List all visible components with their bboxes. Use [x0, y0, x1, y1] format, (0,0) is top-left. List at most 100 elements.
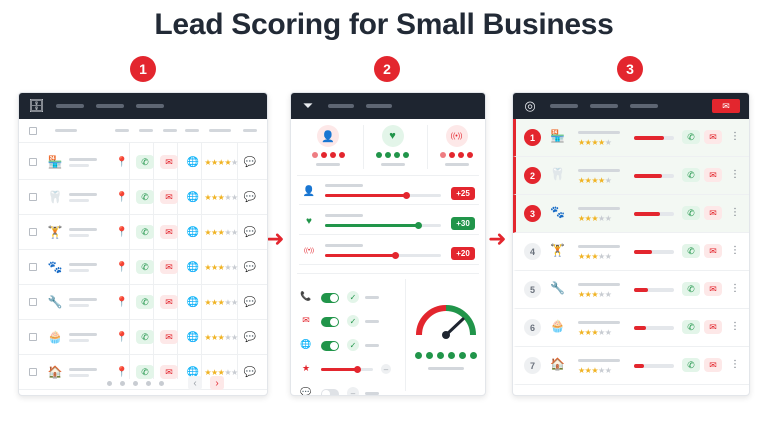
- globe-icon[interactable]: 🌐: [186, 156, 200, 168]
- ranked-lead-row[interactable]: 7 🏠 ★★★★★ ✆ ✉ ⋮: [513, 347, 749, 385]
- comment-icon[interactable]: 💬: [243, 226, 257, 238]
- email-button[interactable]: ✉: [704, 168, 722, 182]
- email-button[interactable]: ✉: [704, 130, 722, 144]
- phone-button[interactable]: ✆: [135, 285, 155, 319]
- table-row[interactable]: 🔧 📍 ✆ ✉ 🌐 ★★★★★ 💬: [19, 285, 267, 320]
- ranked-lead-row[interactable]: 1 🏪 ★★★★★ ✆ ✉ ⋮: [513, 119, 749, 157]
- page-dot[interactable]: [120, 380, 125, 386]
- weight-slider[interactable]: [325, 192, 441, 199]
- phone-button[interactable]: ✆: [682, 282, 700, 296]
- location-pin-icon[interactable]: 📍: [115, 296, 129, 308]
- email-button[interactable]: ✉: [159, 180, 179, 214]
- more-options-icon[interactable]: ⋮: [730, 207, 740, 218]
- more-options-icon[interactable]: ⋮: [730, 245, 740, 256]
- row-checkbox[interactable]: [27, 250, 39, 284]
- page-dot[interactable]: [159, 380, 164, 386]
- page-dot[interactable]: [146, 380, 151, 386]
- prev-page-button[interactable]: ‹: [188, 376, 202, 390]
- phone-button[interactable]: ✆: [135, 320, 155, 354]
- row-checkbox[interactable]: [27, 145, 39, 179]
- more-options-icon[interactable]: ⋮: [730, 359, 740, 370]
- comment-icon[interactable]: 💬: [243, 191, 257, 203]
- phone-button[interactable]: ✆: [135, 180, 155, 214]
- phone-button[interactable]: ✆: [682, 244, 700, 258]
- table-row[interactable]: 🏠 📍 ✆ ✉ 🌐 ★★★★★ 💬: [19, 355, 267, 390]
- weight-slider[interactable]: [321, 366, 373, 373]
- row-checkbox[interactable]: [27, 320, 39, 354]
- table-row[interactable]: 🐾 📍 ✆ ✉ 🌐 ★★★★★ 💬: [19, 250, 267, 285]
- email-button[interactable]: ✉: [704, 206, 722, 220]
- location-pin-icon[interactable]: 📍: [115, 156, 129, 168]
- comment-icon[interactable]: 💬: [243, 156, 257, 168]
- ranked-lead-row[interactable]: 2 🦷 ★★★★★ ✆ ✉ ⋮: [513, 157, 749, 195]
- comment-icon[interactable]: 💬: [243, 296, 257, 308]
- location-pin-icon[interactable]: 📍: [115, 366, 129, 378]
- location-pin-icon[interactable]: 📍: [115, 226, 129, 238]
- comment-icon[interactable]: 💬: [243, 331, 257, 343]
- email-button[interactable]: ✉: [159, 355, 179, 389]
- channel-toggle[interactable]: [321, 293, 339, 303]
- email-button[interactable]: ✉: [159, 250, 179, 284]
- ranked-lead-row[interactable]: 3 🐾 ★★★★★ ✆ ✉ ⋮: [513, 195, 749, 233]
- slider-knob[interactable]: [403, 192, 411, 199]
- more-options-icon[interactable]: ⋮: [730, 283, 740, 294]
- globe-icon[interactable]: 🌐: [186, 296, 200, 308]
- email-button[interactable]: ✉: [159, 215, 179, 249]
- channel-toggle[interactable]: [321, 341, 339, 351]
- row-checkbox[interactable]: [27, 355, 39, 389]
- table-row[interactable]: 🧁 📍 ✆ ✉ 🌐 ★★★★★ 💬: [19, 320, 267, 355]
- phone-button[interactable]: ✆: [682, 206, 700, 220]
- page-dot[interactable]: [107, 380, 112, 386]
- phone-button[interactable]: ✆: [682, 130, 700, 144]
- table-row[interactable]: 🏋 📍 ✆ ✉ 🌐 ★★★★★ 💬: [19, 215, 267, 250]
- more-options-icon[interactable]: ⋮: [730, 169, 740, 180]
- row-checkbox[interactable]: [27, 180, 39, 214]
- slider-knob[interactable]: [391, 252, 399, 259]
- globe-icon[interactable]: 🌐: [186, 226, 200, 238]
- more-options-icon[interactable]: ⋮: [730, 131, 740, 142]
- row-checkbox[interactable]: [27, 285, 39, 319]
- table-row[interactable]: 🏪 📍 ✆ ✉ 🌐 ★★★★★ 💬: [19, 145, 267, 180]
- email-button[interactable]: ✉: [704, 282, 722, 296]
- channel-toggle[interactable]: [321, 317, 339, 327]
- select-all-checkbox[interactable]: [27, 119, 39, 142]
- email-all-button[interactable]: ✉: [712, 99, 740, 113]
- phone-button[interactable]: ✆: [682, 168, 700, 182]
- phone-button[interactable]: ✆: [135, 145, 155, 179]
- ranked-lead-row[interactable]: 4 🏋 ★★★★★ ✆ ✉ ⋮: [513, 233, 749, 271]
- comment-icon[interactable]: 💬: [243, 366, 257, 378]
- globe-icon[interactable]: 🌐: [186, 191, 200, 203]
- ranked-lead-row[interactable]: 6 🧁 ★★★★★ ✆ ✉ ⋮: [513, 309, 749, 347]
- row-checkbox[interactable]: [27, 215, 39, 249]
- email-button[interactable]: ✉: [159, 285, 179, 319]
- phone-button[interactable]: ✆: [135, 250, 155, 284]
- phone-button[interactable]: ✆: [682, 320, 700, 334]
- slider-knob[interactable]: [354, 366, 362, 373]
- more-options-icon[interactable]: ⋮: [730, 321, 740, 332]
- weight-slider[interactable]: [325, 222, 441, 229]
- phone-button[interactable]: ✆: [682, 358, 700, 372]
- minus-icon[interactable]: –: [381, 364, 391, 374]
- slider-knob[interactable]: [414, 222, 422, 229]
- location-pin-icon[interactable]: 📍: [115, 331, 129, 343]
- next-page-button[interactable]: ›: [210, 376, 224, 390]
- globe-icon[interactable]: 🌐: [186, 366, 200, 378]
- phone-button[interactable]: ✆: [135, 355, 155, 389]
- email-button[interactable]: ✉: [704, 358, 722, 372]
- email-button[interactable]: ✉: [704, 320, 722, 334]
- email-button[interactable]: ✉: [704, 244, 722, 258]
- email-button[interactable]: ✉: [159, 145, 179, 179]
- location-pin-icon[interactable]: 📍: [115, 261, 129, 273]
- phone-button[interactable]: ✆: [135, 215, 155, 249]
- column-header-placeholder: [209, 129, 231, 132]
- globe-icon[interactable]: 🌐: [186, 261, 200, 273]
- comment-icon[interactable]: 💬: [243, 261, 257, 273]
- globe-icon[interactable]: 🌐: [186, 331, 200, 343]
- weight-slider[interactable]: [325, 252, 441, 259]
- location-pin-icon[interactable]: 📍: [115, 191, 129, 203]
- table-row[interactable]: 🦷 📍 ✆ ✉ 🌐 ★★★★★ 💬: [19, 180, 267, 215]
- channel-toggle[interactable]: [321, 389, 339, 395]
- page-dot[interactable]: [133, 380, 138, 386]
- email-button[interactable]: ✉: [159, 320, 179, 354]
- ranked-lead-row[interactable]: 5 🔧 ★★★★★ ✆ ✉ ⋮: [513, 271, 749, 309]
